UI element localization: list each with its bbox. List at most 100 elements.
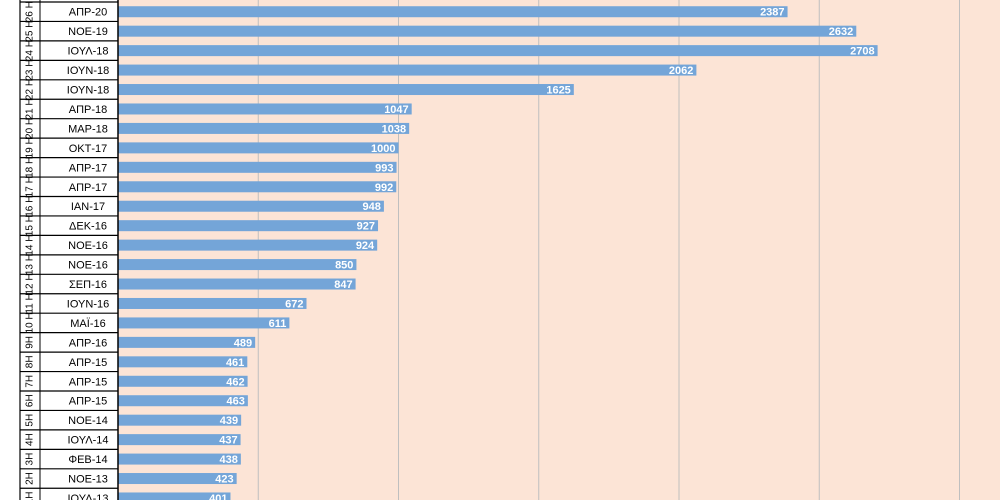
data-label: 2387 — [760, 7, 784, 19]
bar — [118, 6, 788, 18]
episode-label: 19 Η — [25, 137, 36, 158]
episode-label: 24 Η — [25, 40, 36, 61]
bar — [118, 122, 410, 134]
episode-label: 1Η — [25, 492, 36, 500]
episode-label: 8Η — [25, 355, 36, 368]
category-label: ΝΟΕ-14 — [68, 415, 108, 427]
data-label: 2708 — [850, 46, 874, 58]
episode-label: 25 Η — [25, 21, 36, 42]
bar — [118, 336, 256, 348]
bar — [118, 200, 384, 212]
category-label: ΑΠΡ-15 — [69, 376, 108, 388]
data-label: 437 — [219, 435, 237, 447]
bar — [118, 239, 378, 251]
bar — [118, 317, 290, 329]
bar — [118, 103, 412, 115]
data-label: 948 — [363, 201, 381, 213]
data-label: 423 — [215, 474, 233, 486]
data-label: 992 — [375, 182, 393, 194]
episode-label: 16 Η — [25, 196, 36, 217]
episode-label: 12 Η — [25, 273, 36, 294]
category-label: ΑΠΡ-17 — [69, 182, 108, 194]
category-label: ΜΑΡ-18 — [68, 123, 108, 135]
episode-label: 22 Η — [25, 79, 36, 100]
data-label: 611 — [269, 318, 287, 330]
data-label: 462 — [226, 376, 244, 388]
category-label: ΝΟΕ-13 — [68, 474, 108, 486]
data-label: 2632 — [829, 26, 853, 38]
bar — [118, 220, 379, 232]
category-label: ΦΕΒ-14 — [68, 454, 107, 466]
category-label: ΙΟΥΛ-18 — [67, 46, 108, 58]
category-label: ΑΠΡ-16 — [69, 337, 108, 349]
data-label: 2062 — [669, 65, 693, 77]
data-label: 1038 — [382, 123, 406, 135]
category-label: ΔΕΚ-16 — [69, 221, 107, 233]
category-label: ΑΠΡ-15 — [69, 357, 108, 369]
category-label: ΙΟΥΛ-14 — [67, 435, 108, 447]
bar — [118, 434, 241, 446]
bar — [118, 84, 574, 96]
bar — [118, 181, 397, 193]
episode-label: 14 Η — [25, 235, 36, 256]
category-label: ΜΑΪ-16 — [70, 318, 105, 330]
bar — [118, 473, 237, 485]
data-label: 439 — [220, 415, 238, 427]
episode-label: 13 Η — [25, 254, 36, 275]
gridlines — [257, 0, 960, 500]
data-label: 438 — [219, 454, 237, 466]
episode-label: 9Η — [25, 336, 36, 349]
data-label: 463 — [227, 396, 245, 408]
bar — [118, 492, 231, 500]
episode-label: 15 Η — [25, 215, 36, 236]
category-label: ΝΟΕ-16 — [68, 260, 108, 272]
bar — [118, 64, 697, 76]
data-label: 924 — [356, 240, 375, 252]
bar — [118, 297, 307, 309]
category-label: ΑΠΡ-18 — [69, 104, 108, 116]
data-label: 461 — [226, 357, 244, 369]
bar — [118, 278, 356, 290]
episode-label: 4Η — [25, 433, 36, 446]
bar — [118, 414, 242, 426]
bars: 2387 2632 2708 2062 1625 1047 1038 1000 993 992 94… — [118, 6, 878, 500]
bar — [118, 25, 857, 37]
episode-label: 6Η — [25, 394, 36, 407]
category-rows: 26 Η ΑΠΡ-20 25 Η ΝΟΕ-19 24 Η ΙΟΥΛ-18 23 Η ΙΟΥΝ-… — [19, 0, 118, 500]
episode-label: 26 Η — [25, 1, 36, 22]
category-label: ΙΟΥΝ-16 — [67, 298, 109, 310]
category-label: ΙΟΥΛ-13 — [67, 493, 108, 500]
category-label: ΙΟΥΝ-18 — [67, 85, 109, 97]
bar — [118, 453, 241, 465]
category-label: ΝΟΕ-16 — [68, 240, 108, 252]
bar — [118, 375, 248, 387]
data-label: 847 — [334, 279, 352, 291]
episode-label: 11 Η — [25, 293, 36, 313]
data-label: 850 — [335, 260, 353, 272]
episode-label: 10 Η — [25, 312, 36, 333]
episode-label: 20 Η — [25, 118, 36, 139]
data-label: 1000 — [371, 143, 395, 155]
data-label: 401 — [209, 493, 227, 500]
bar — [118, 259, 357, 271]
episode-label: 23 Η — [25, 60, 36, 81]
data-label: 672 — [285, 298, 303, 310]
category-label: ΟΚΤ-17 — [69, 143, 108, 155]
data-label: 489 — [234, 337, 252, 349]
bar — [118, 161, 397, 173]
bar — [118, 356, 248, 368]
category-label: ΑΠΡ-17 — [69, 162, 108, 174]
episode-label: 21 Η — [25, 98, 36, 119]
category-label: ΑΠΡ-15 — [69, 396, 108, 408]
category-label: ΙΑΝ-17 — [71, 201, 105, 213]
category-label: ΣΕΠ-16 — [69, 279, 107, 291]
episode-label: 18 Η — [25, 157, 36, 178]
category-label: ΝΟΕ-19 — [68, 26, 108, 38]
data-label: 1625 — [546, 85, 570, 97]
bar — [118, 395, 248, 407]
episode-label: 3Η — [25, 453, 36, 466]
data-label: 927 — [357, 221, 375, 233]
bar — [118, 142, 399, 154]
category-label: ΑΠΡ-20 — [69, 7, 108, 19]
